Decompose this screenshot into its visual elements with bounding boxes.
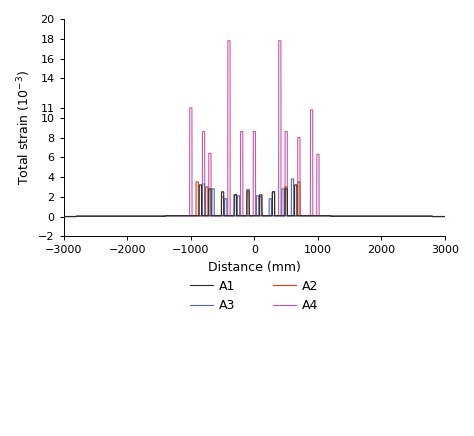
A2	[145, 214, 150, 219]
A2	[193, 179, 199, 184]
A4	[152, 214, 158, 219]
A2	[73, 214, 79, 219]
A4	[145, 214, 150, 219]
A2	[152, 214, 158, 219]
A3	[152, 214, 158, 219]
A4	[442, 214, 448, 219]
A1	[61, 214, 66, 219]
A1	[145, 214, 150, 219]
A4	[263, 213, 268, 218]
A1	[73, 214, 79, 219]
A4	[73, 214, 79, 219]
A4	[102, 214, 108, 219]
A1	[152, 214, 158, 219]
Line: A1: A1	[64, 185, 445, 217]
Legend: A1, A3, A2, A4: A1, A3, A2, A4	[185, 275, 323, 317]
X-axis label: Distance (mm): Distance (mm)	[208, 261, 301, 274]
Line: A4: A4	[64, 41, 445, 217]
A3	[263, 213, 268, 218]
A3	[392, 214, 397, 219]
A2	[102, 214, 108, 219]
A3	[442, 214, 448, 219]
A3	[73, 214, 79, 219]
A3	[61, 214, 66, 219]
A4	[61, 214, 66, 219]
A2	[392, 214, 397, 219]
Line: A3: A3	[64, 179, 445, 217]
Y-axis label: Total strain ($10^{-3}$): Total strain ($10^{-3}$)	[15, 70, 33, 185]
A4	[392, 214, 397, 219]
A2	[263, 213, 268, 218]
A1	[442, 214, 448, 219]
Line: A2: A2	[64, 182, 445, 217]
A1	[196, 182, 202, 187]
A1	[102, 214, 108, 219]
A1	[392, 214, 397, 219]
A2	[61, 214, 66, 219]
A3	[102, 214, 108, 219]
A4	[225, 38, 231, 43]
A3	[289, 177, 294, 182]
A2	[442, 214, 448, 219]
A1	[263, 213, 268, 218]
A3	[145, 214, 150, 219]
